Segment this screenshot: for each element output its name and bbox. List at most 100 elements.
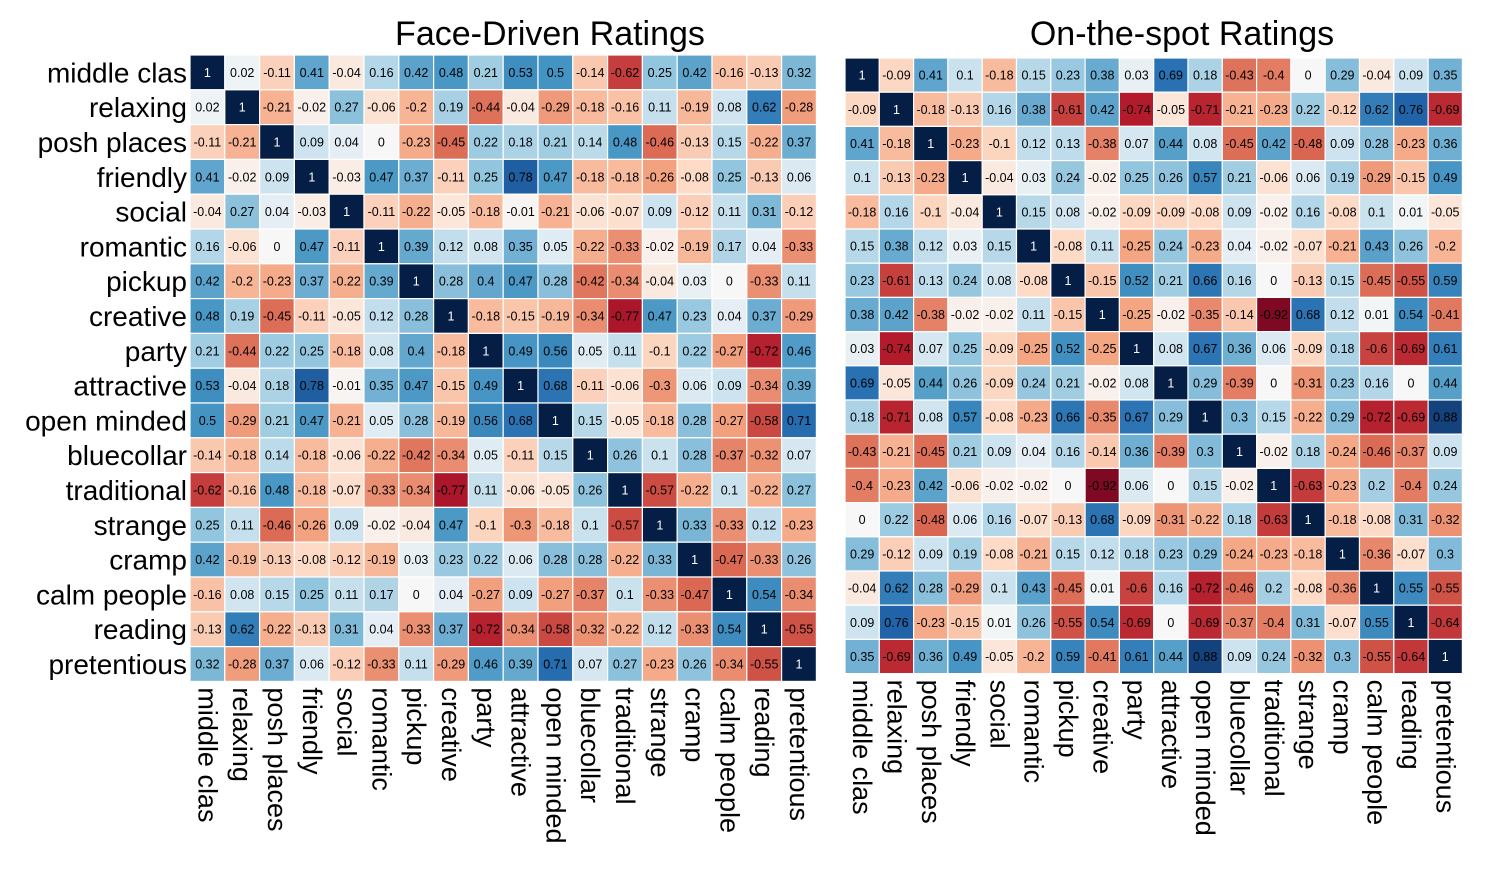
cell-cramp-friendly bbox=[947, 536, 983, 572]
cell-value-label: -0.6 bbox=[1366, 342, 1388, 356]
cell-value-label: 0.21 bbox=[195, 344, 219, 358]
cell-posh-places-middle-clas bbox=[189, 123, 226, 160]
cell-reading-bluecollar bbox=[572, 611, 609, 648]
cell-value-label: -0.23 bbox=[785, 518, 814, 532]
cell-value-label: -0.21 bbox=[1328, 240, 1357, 254]
cell-calm-people-creative bbox=[433, 576, 470, 613]
cell-strange-cramp bbox=[1324, 502, 1361, 538]
cell-value-label: 0.1 bbox=[721, 484, 738, 498]
cell-value-label: -0.41 bbox=[1431, 308, 1460, 322]
cell-value-label: -0.34 bbox=[437, 449, 466, 463]
cell-value-label: 0 bbox=[726, 275, 733, 289]
cell-bluecollar-party bbox=[467, 437, 504, 474]
cell-value-label: -0.08 bbox=[1054, 240, 1083, 254]
cell-friendly-strange bbox=[641, 158, 678, 195]
cell-value-label: 0.21 bbox=[953, 445, 977, 459]
cell-attractive-friendly bbox=[947, 365, 983, 401]
cell-value-label: -0.19 bbox=[680, 101, 709, 115]
cell-value-label: 0.15 bbox=[543, 449, 567, 463]
cell-value-label: -0.34 bbox=[715, 658, 744, 672]
cell-value-label: 0.23 bbox=[1330, 376, 1354, 390]
cell-traditional-calm-people bbox=[1358, 467, 1395, 504]
cell-value-label: 0.08 bbox=[717, 101, 741, 115]
cell-calm-people-bluecollar bbox=[572, 576, 609, 613]
cell-bluecollar-calm-people bbox=[1358, 433, 1395, 470]
cell-cramp-creative bbox=[1084, 536, 1120, 572]
cell-party-open-minded bbox=[537, 332, 574, 369]
cell-pretentious-reading bbox=[746, 645, 783, 682]
cell-value-label: -0.46 bbox=[1225, 582, 1254, 596]
cell-relaxing-relaxing bbox=[224, 89, 261, 126]
cell-value-label: -0.18 bbox=[576, 170, 605, 184]
cell-value-label: 0.38 bbox=[1021, 103, 1045, 117]
cell-middle-clas-relaxing bbox=[878, 57, 915, 93]
cell-value-label: 0.76 bbox=[884, 616, 908, 630]
cell-social-relaxing bbox=[224, 193, 261, 230]
cell-value-label: 0.11 bbox=[613, 344, 636, 358]
cell-creative-calm-people bbox=[1358, 296, 1395, 333]
cell-cramp-romantic bbox=[1015, 536, 1052, 572]
cell-value-label: -0.43 bbox=[1225, 69, 1254, 83]
cell-value-label: 0.32 bbox=[195, 658, 219, 672]
cell-value-label: -0.21 bbox=[228, 136, 257, 150]
cell-value-label: 0.09 bbox=[334, 518, 358, 532]
cell-social-cramp bbox=[1324, 194, 1361, 230]
cell-value-label: 0.18 bbox=[1296, 445, 1320, 459]
row-label-friendly: friendly bbox=[97, 162, 187, 193]
cell-value-label: -0.1 bbox=[475, 518, 497, 532]
cell-value-label: 1 bbox=[448, 310, 455, 324]
cell-value-label: 0 bbox=[1407, 376, 1414, 390]
cell-reading-creative bbox=[433, 611, 470, 648]
cell-creative-reading bbox=[1393, 296, 1429, 333]
cell-value-label: -0.69 bbox=[882, 650, 911, 664]
cell-strange-social bbox=[328, 506, 365, 543]
cell-value-label: 0.19 bbox=[230, 310, 254, 324]
cell-value-label: 1 bbox=[587, 449, 594, 463]
cell-creative-traditional bbox=[606, 298, 643, 335]
cell-value-label: 1 bbox=[996, 205, 1003, 219]
cell-value-label: 0.38 bbox=[1090, 69, 1114, 83]
cell-value-label: -0.69 bbox=[1397, 342, 1426, 356]
cell-value-label: -0.08 bbox=[1019, 274, 1048, 288]
cell-value-label: 0.17 bbox=[369, 588, 393, 602]
cell-value-label: 0.08 bbox=[919, 411, 943, 425]
cell-social-middle-clas bbox=[844, 194, 880, 230]
cell-value-label: 0.36 bbox=[1227, 342, 1251, 356]
column-label-creative: creative bbox=[1087, 680, 1117, 775]
cell-value-label: 0.55 bbox=[1364, 616, 1388, 630]
cell-creative-reading bbox=[746, 298, 783, 335]
cell-cramp-open-minded bbox=[1187, 536, 1223, 572]
cell-value-label: -0.02 bbox=[951, 308, 980, 322]
cell-value-label: -0.08 bbox=[985, 411, 1014, 425]
cell-value-label: 0.01 bbox=[1090, 582, 1114, 596]
cell-value-label: -0.18 bbox=[228, 449, 257, 463]
cell-value-label: 0.68 bbox=[1090, 513, 1114, 527]
cell-traditional-posh-places bbox=[259, 472, 296, 509]
cell-friendly-attractive bbox=[502, 158, 539, 195]
cell-value-label: -0.08 bbox=[680, 170, 709, 184]
cell-value-label: 0.06 bbox=[1124, 479, 1148, 493]
cell-calm-people-traditional bbox=[1255, 570, 1292, 606]
cell-pretentious-attractive bbox=[1153, 638, 1189, 675]
cell-value-label: -0.29 bbox=[437, 658, 466, 672]
cell-calm-people-strange bbox=[1290, 570, 1326, 606]
cell-pickup-creative bbox=[433, 263, 470, 300]
cell-pretentious-pretentious bbox=[1427, 638, 1463, 675]
cell-calm-people-bluecollar bbox=[1221, 570, 1258, 606]
cell-value-label: -0.11 bbox=[333, 240, 361, 254]
cell-value-label: 0.15 bbox=[1262, 411, 1286, 425]
cell-value-label: 0.07 bbox=[578, 658, 602, 672]
cell-value-label: 0.42 bbox=[1262, 137, 1286, 151]
cell-value-label: -0.08 bbox=[1328, 205, 1357, 219]
cell-value-label: 0.05 bbox=[578, 344, 602, 358]
cell-social-pickup bbox=[1050, 194, 1086, 230]
cell-value-label: 0.33 bbox=[648, 553, 672, 567]
cell-bluecollar-attractive bbox=[1153, 433, 1189, 470]
cell-calm-people-creative bbox=[1084, 570, 1120, 606]
cell-traditional-calm-people bbox=[711, 472, 748, 509]
cell-open-minded-pretentious bbox=[1427, 399, 1463, 435]
cell-strange-calm-people bbox=[711, 506, 748, 543]
cell-value-label: -0.39 bbox=[1157, 445, 1186, 459]
cell-value-label: -0.08 bbox=[1294, 582, 1323, 596]
cell-value-label: -0.48 bbox=[917, 513, 946, 527]
